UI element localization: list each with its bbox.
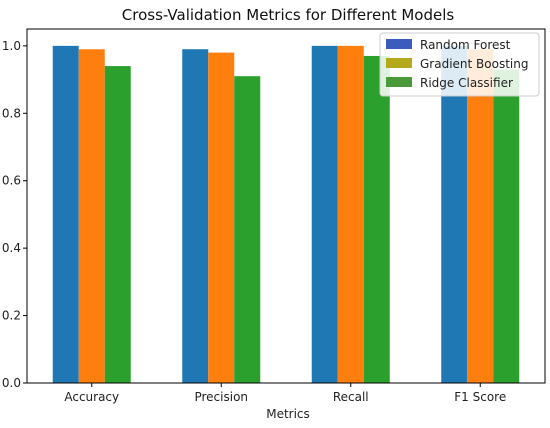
legend-swatch: [386, 39, 412, 49]
bar-random-forest-accuracy: [52, 45, 79, 383]
bar-ridge-classifier-accuracy: [104, 66, 131, 383]
y-tick-label: 1.0: [2, 39, 21, 53]
legend-label: Random Forest: [420, 38, 511, 52]
y-axis: 0.0 0.2 0.4 0.6 0.8 1.0: [2, 39, 27, 390]
bar-ridge-classifier-precision: [234, 76, 261, 383]
bars-group: [52, 45, 520, 383]
bar-random-forest-f1-score: [441, 45, 468, 383]
bar-gradient-boosting-f1-score: [467, 49, 494, 383]
legend-swatch: [386, 58, 412, 68]
x-tick-label: Accuracy: [64, 390, 119, 404]
bar-random-forest-precision: [182, 49, 209, 383]
x-tick-label: Recall: [333, 390, 369, 404]
legend-box: [379, 32, 540, 97]
y-tick-label: 0.6: [2, 174, 21, 188]
y-tick-label: 0.8: [2, 106, 21, 120]
bar-ridge-classifier-f1-score: [493, 69, 520, 383]
y-tick-label: 0.0: [2, 376, 21, 390]
y-tick-label: 0.2: [2, 309, 21, 323]
bar-random-forest-recall: [311, 45, 338, 383]
legend-label: Gradient Boosting: [420, 57, 528, 71]
x-tick-label: F1 Score: [454, 390, 506, 404]
x-axis: Accuracy Precision Recall F1 Score: [64, 383, 506, 404]
bar-ridge-classifier-recall: [363, 55, 390, 383]
plot-frame: [26, 28, 546, 384]
y-tick-label: 0.4: [2, 241, 21, 255]
bar-gradient-boosting-precision: [208, 52, 235, 383]
legend-swatch: [386, 77, 412, 87]
x-axis-label: Metrics: [266, 407, 310, 421]
legend: Random Forest Gradient Boosting Ridge Clas…: [379, 32, 540, 97]
x-tick-label: Precision: [194, 390, 248, 404]
bar-gradient-boosting-recall: [337, 45, 364, 383]
legend-label: Ridge Classifier: [420, 76, 513, 90]
bar-gradient-boosting-accuracy: [78, 49, 105, 383]
chart-title: Cross-Validation Metrics for Different M…: [122, 6, 455, 24]
